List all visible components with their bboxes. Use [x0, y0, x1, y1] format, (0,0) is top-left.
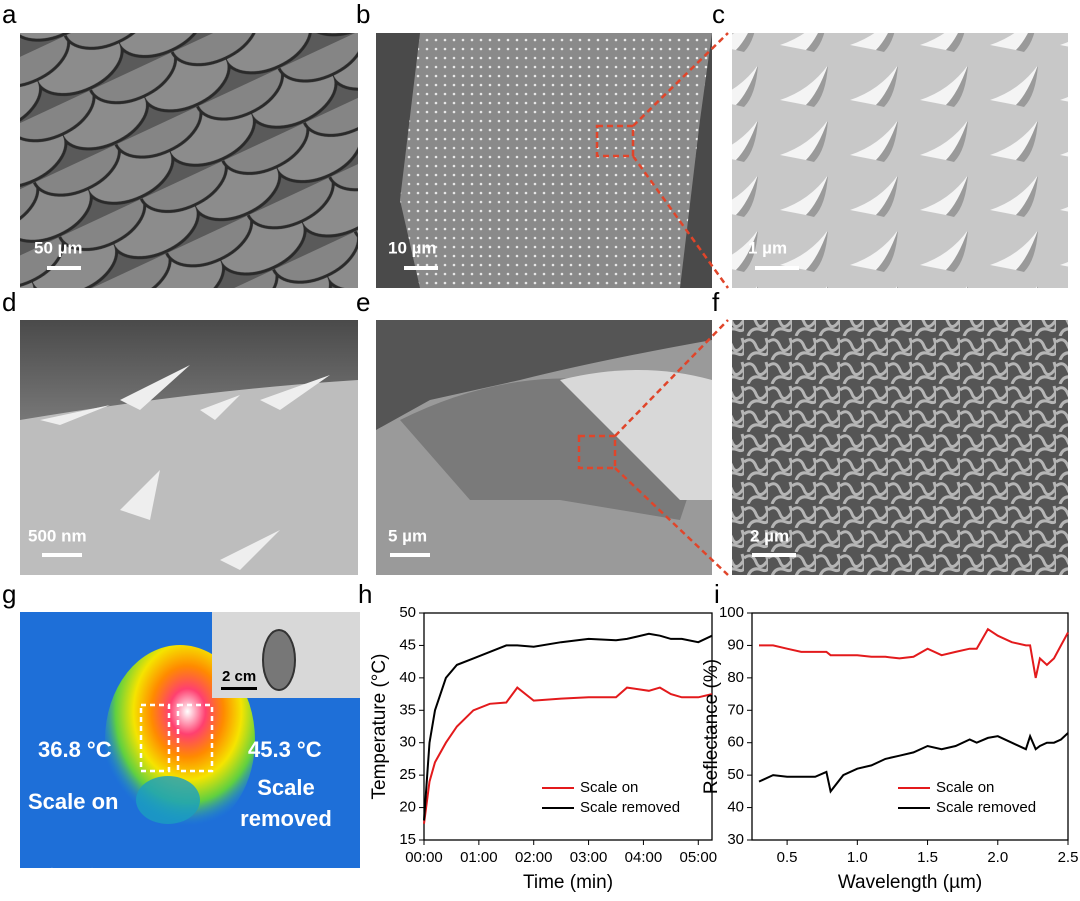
sem-background	[20, 320, 358, 420]
data-line	[423, 686, 713, 824]
scale-bar-label: 5 µm	[388, 526, 427, 545]
y-tick-label: 40	[727, 799, 744, 816]
scale-bar-label: 500 nm	[28, 526, 87, 545]
x-tick-label: 05:00	[680, 849, 718, 866]
y-tick-label: 30	[727, 831, 744, 848]
plot-frame	[423, 612, 713, 841]
y-tick-label: 20	[399, 799, 416, 816]
scale-bar-label: 2 cm	[222, 668, 256, 685]
x-tick-label: 0.5	[777, 849, 798, 866]
x-tick-label: 00:00	[405, 849, 443, 866]
legend-label: Scale on	[580, 779, 638, 796]
scale-bar-label: 50 µm	[34, 238, 83, 257]
y-tick-label: 60	[727, 734, 744, 751]
x-axis-label: Time (min)	[523, 872, 613, 893]
x-tick-label: 03:00	[570, 849, 608, 866]
sem-image	[732, 33, 1068, 288]
panel-label: f	[712, 287, 720, 317]
y-tick-label: 45	[399, 636, 416, 653]
sem-image	[20, 33, 358, 288]
x-tick-label: 2.5	[1058, 849, 1079, 866]
x-axis-label: Wavelength (µm)	[838, 872, 982, 893]
panel-label: c	[712, 0, 725, 29]
scale-bar	[221, 687, 257, 690]
y-axis-label: Temperature (°C)	[369, 654, 390, 800]
y-tick-label: 15	[399, 831, 416, 848]
panel-label: g	[2, 579, 16, 609]
sem-shadow	[376, 33, 712, 288]
y-axis-label: Reflectance (%)	[701, 659, 722, 794]
region-label: removed	[240, 806, 332, 831]
watermark: 大数跨境	[30, 867, 98, 886]
y-tick-label: 90	[727, 636, 744, 653]
scale-bar-label: 1 µm	[748, 238, 787, 257]
x-tick-label: 2.0	[987, 849, 1008, 866]
data-line	[423, 632, 713, 821]
y-tick-label: 25	[399, 766, 416, 783]
region-label: Scale on	[28, 789, 118, 814]
sem-background	[376, 320, 712, 430]
x-tick-label: 1.0	[847, 849, 868, 866]
scale-bar-label: 2 µm	[750, 526, 789, 545]
sem-image	[376, 33, 712, 288]
temperature-label: 36.8 °C	[38, 737, 112, 762]
x-tick-label: 04:00	[625, 849, 663, 866]
panel-label: i	[714, 579, 720, 609]
legend-label: Scale on	[936, 779, 994, 796]
region-label: Scale	[257, 775, 315, 800]
heat-blob	[136, 776, 200, 824]
x-tick-label: 02:00	[515, 849, 553, 866]
y-tick-label: 35	[399, 701, 416, 718]
y-tick-label: 50	[727, 766, 744, 783]
panel-label: a	[2, 0, 17, 29]
y-tick-label: 100	[719, 604, 744, 621]
y-tick-label: 80	[727, 669, 744, 686]
temperature-label: 45.3 °C	[248, 737, 322, 762]
region-box	[139, 703, 214, 773]
y-tick-label: 70	[727, 701, 744, 718]
legend-label: Scale removed	[580, 799, 680, 816]
panel-label: b	[356, 0, 370, 29]
y-tick-label: 50	[399, 604, 416, 621]
data-line	[759, 627, 1069, 679]
x-tick-label: 01:00	[460, 849, 498, 866]
sem-spike	[40, 365, 330, 570]
legend-label: Scale removed	[936, 799, 1036, 816]
panel-label: h	[358, 579, 372, 609]
data-line	[758, 732, 1069, 794]
beetle-photo	[262, 629, 296, 691]
scale-bar-label: 10 µm	[388, 238, 437, 257]
sem-surface	[560, 370, 712, 500]
y-tick-label: 30	[399, 734, 416, 751]
plot-frame	[751, 612, 1069, 841]
x-tick-label: 1.5	[917, 849, 938, 866]
y-tick-label: 40	[399, 669, 416, 686]
zoom-indicator	[577, 32, 730, 576]
sem-image	[732, 320, 1068, 575]
scale-bar	[42, 266, 799, 557]
panel-label: e	[356, 287, 370, 317]
panel-label: d	[2, 287, 16, 317]
